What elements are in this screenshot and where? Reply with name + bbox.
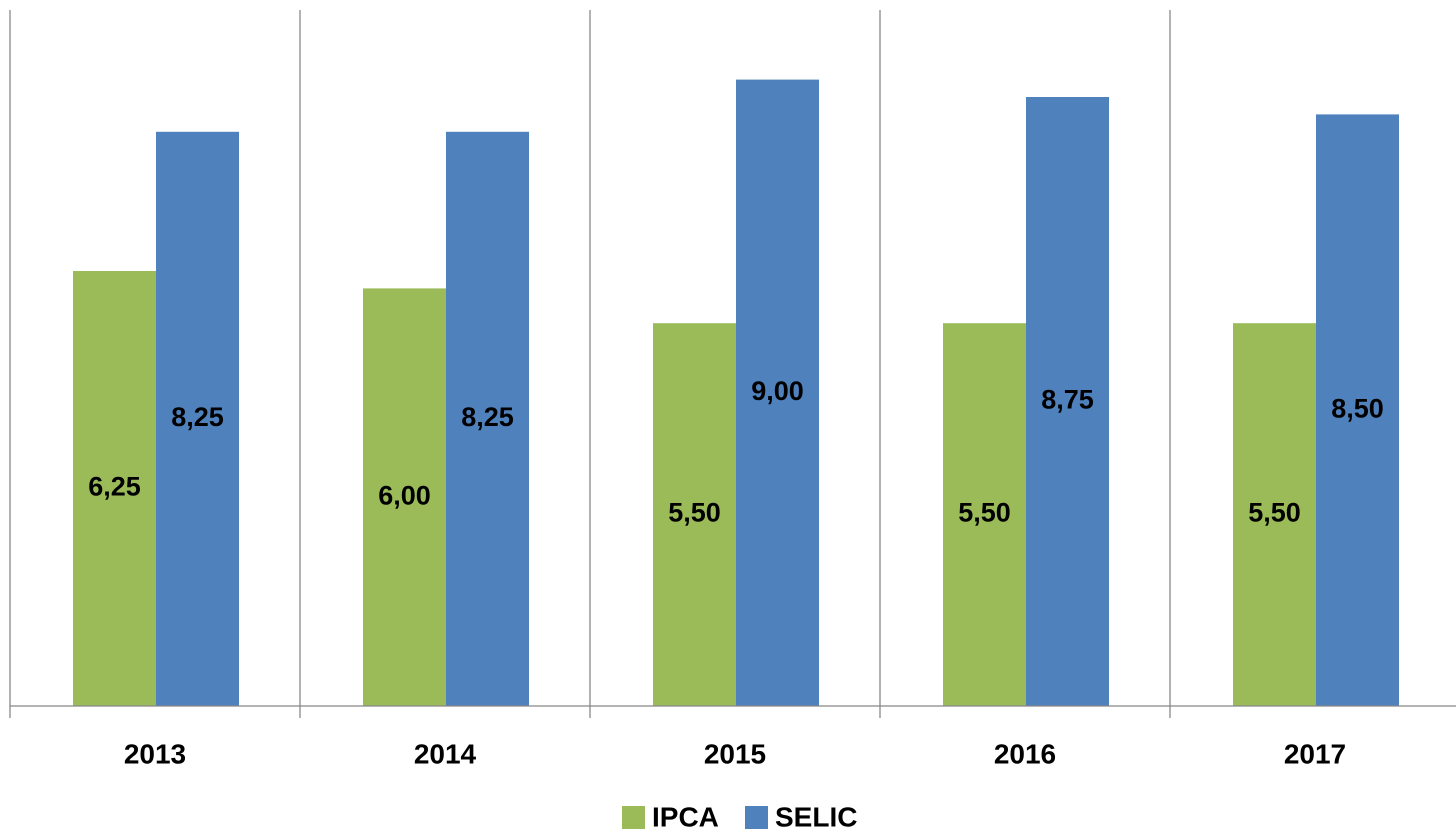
legend-swatch (745, 806, 768, 829)
value-label: 5,50 (1248, 498, 1301, 528)
bar (363, 288, 446, 706)
legend-label: IPCA (652, 801, 719, 832)
legend-swatch (622, 806, 645, 829)
value-label: 5,50 (958, 498, 1011, 528)
value-label: 9,00 (751, 376, 804, 406)
x-tick-label: 2015 (704, 738, 766, 769)
bar (1233, 323, 1316, 706)
value-label: 8,25 (171, 402, 224, 432)
bar (736, 79, 819, 707)
bar (73, 271, 156, 706)
x-tick-label: 2013 (124, 738, 186, 769)
bar (943, 323, 1026, 706)
x-tick-label: 2016 (994, 738, 1056, 769)
bar (446, 131, 529, 707)
value-label: 8,75 (1041, 385, 1094, 415)
x-tick-label: 2017 (1284, 738, 1346, 769)
value-label: 5,50 (668, 498, 721, 528)
value-label: 8,25 (461, 402, 514, 432)
bar (653, 323, 736, 706)
x-tick-label: 2014 (414, 738, 477, 769)
value-label: 6,25 (88, 472, 141, 502)
legend-label: SELIC (775, 801, 857, 832)
value-label: 8,50 (1331, 393, 1384, 423)
bar (1026, 97, 1109, 706)
value-label: 6,00 (378, 480, 431, 510)
bar (156, 131, 239, 707)
bar (1316, 114, 1399, 706)
